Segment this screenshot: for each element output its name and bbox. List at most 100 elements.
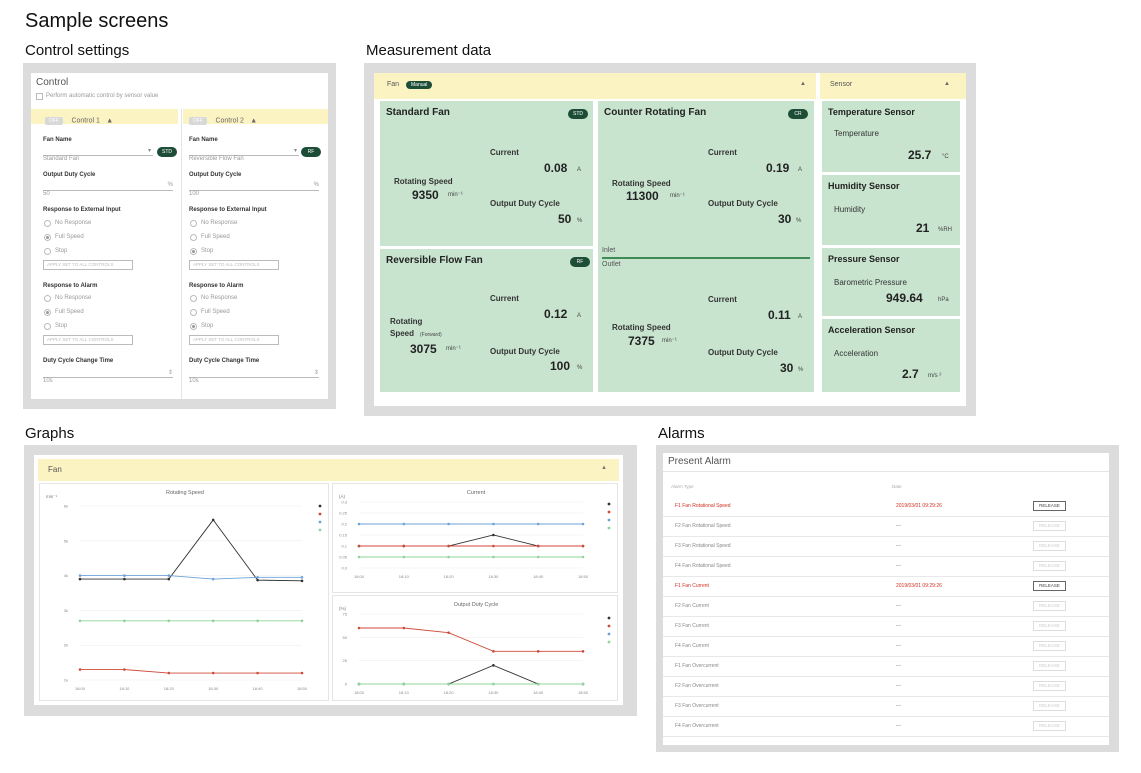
alarm-radio-stop[interactable]	[44, 323, 51, 330]
alarm-name: F1 Fan Rotational Speed	[675, 503, 731, 509]
release-button[interactable]: RELEASE	[1033, 521, 1066, 531]
data-point	[402, 555, 406, 559]
card-title: Pressure Sensor	[828, 254, 900, 264]
duty-value: 100	[189, 191, 200, 197]
alarm-name: F4 Fan Current	[675, 643, 709, 649]
sensor-label: Acceleration	[834, 349, 879, 358]
alarm-date: —	[896, 683, 901, 689]
ext-radio-stop[interactable]	[190, 248, 197, 255]
ext-option-label: No Response	[201, 220, 238, 226]
control-title: Control	[36, 77, 69, 88]
data-point	[78, 574, 82, 577]
change-time-select[interactable]: 10s ⇕	[43, 369, 173, 384]
sensor-section-header[interactable]: Sensor ▲	[820, 73, 966, 99]
y-axis-unit: (%)	[339, 606, 346, 611]
release-button[interactable]: RELEASE	[1033, 601, 1066, 611]
control-2-name: Control 2	[215, 117, 244, 125]
release-button[interactable]: RELEASE	[1033, 541, 1066, 551]
alarm-response-label: Response to Alarm	[43, 283, 98, 289]
x-tick-label: 18:00	[75, 686, 86, 691]
data-point	[167, 619, 171, 623]
fan-name-value: Reversible Flow Fan	[189, 156, 244, 162]
release-button[interactable]: RELEASE	[1033, 701, 1066, 711]
auto-control-checkbox[interactable]	[36, 93, 43, 100]
y-tick-label: 25	[343, 658, 348, 663]
alarm-radio-full-speed[interactable]	[190, 309, 197, 316]
release-button[interactable]: RELEASE	[1033, 661, 1066, 671]
release-button[interactable]: RELEASE	[1033, 721, 1066, 731]
control-2-tag: OFF	[189, 116, 207, 125]
release-button[interactable]: RELEASE	[1033, 501, 1066, 511]
apply-all-button[interactable]: APPLY SET TO ALL CONTROLS	[43, 260, 133, 270]
data-point	[123, 668, 126, 671]
alarm-option-label: No Response	[201, 295, 238, 301]
fan-graph-header[interactable]: Fan ▲	[38, 459, 619, 481]
sensor-label: Barometric Pressure	[834, 278, 907, 287]
alarm-name: F3 Fan Rotational Speed	[675, 543, 731, 549]
counter-rotating-fan-card: Counter Rotating Fan CR Current 0.19 A R…	[598, 101, 814, 392]
data-point	[536, 544, 540, 548]
alarm-option-label: Stop	[55, 323, 68, 329]
ext-radio-full-speed[interactable]	[190, 234, 197, 241]
apply-all-button[interactable]: APPLY SET TO ALL CONTROLS	[189, 260, 279, 270]
alarm-radio-no-response[interactable]	[190, 295, 197, 302]
legend-marker	[607, 616, 611, 620]
series-line	[80, 669, 302, 674]
chart-title: Rotating Speed	[166, 490, 204, 496]
alarm-radio-stop[interactable]	[190, 323, 197, 330]
fan-name-select[interactable]: Standard Fan ▾	[43, 147, 153, 162]
section-title-measurement: Measurement data	[366, 42, 492, 59]
duty-input[interactable]: 50 %	[43, 182, 173, 197]
alarm-date: —	[896, 663, 901, 669]
data-point	[492, 650, 495, 653]
external-input-label: Response to External Input	[189, 207, 267, 213]
release-button[interactable]: RELEASE	[1033, 681, 1066, 691]
fan-name-label: Fan Name	[189, 137, 218, 143]
duty-value: 50	[43, 191, 50, 197]
data-point	[357, 626, 361, 630]
release-button[interactable]: RELEASE	[1033, 621, 1066, 631]
ext-radio-no-response[interactable]	[44, 220, 51, 227]
current-unit: A	[577, 313, 582, 319]
alarm-radio-full-speed[interactable]	[44, 309, 51, 316]
apply-all-button[interactable]: APPLY SET TO ALL CONTROLS	[43, 335, 133, 345]
inlet-label: Inlet	[602, 247, 616, 254]
alarm-date: —	[896, 563, 901, 569]
ext-radio-full-speed[interactable]	[44, 234, 51, 241]
legend-marker	[607, 518, 611, 522]
legend-marker	[607, 526, 611, 530]
fan-section-header[interactable]: Fan Manual ▲	[374, 73, 816, 99]
control-2-header[interactable]: OFF Control 2 ▲	[183, 109, 328, 125]
alarm-option-label: Stop	[201, 323, 214, 329]
data-point	[581, 544, 585, 548]
y-tick-label: 0.1	[341, 544, 347, 549]
alarm-radio-no-response[interactable]	[44, 295, 51, 302]
current-label: Current	[490, 148, 519, 157]
duty-value: 50	[558, 212, 572, 226]
alarm-name: F1 Fan Overcurrent	[675, 663, 719, 669]
alarm-title: Present Alarm	[668, 456, 731, 467]
ext-radio-no-response[interactable]	[190, 220, 197, 227]
data-point	[581, 682, 585, 686]
outlet-duty-unit: %	[798, 367, 804, 373]
release-button[interactable]: RELEASE	[1033, 561, 1066, 571]
x-tick-label: 18:50	[578, 690, 589, 695]
external-input-label: Response to External Input	[43, 207, 121, 213]
ext-option-label: Full Speed	[201, 234, 230, 240]
fan-name-select[interactable]: Reversible Flow Fan ▾	[189, 147, 299, 162]
outlet-current-label: Current	[708, 295, 737, 304]
data-point	[536, 555, 540, 559]
ext-radio-stop[interactable]	[44, 248, 51, 255]
release-button[interactable]: RELEASE	[1033, 641, 1066, 651]
duty-input[interactable]: 100 %	[189, 182, 319, 197]
release-button[interactable]: RELEASE	[1033, 581, 1066, 591]
alarm-name: F4 Fan Rotational Speed	[675, 563, 731, 569]
section-title-control: Control settings	[25, 42, 130, 59]
control-1-header[interactable]: OFF Control 1 ▲	[31, 109, 178, 125]
fan-type-badge: RF	[301, 147, 321, 157]
duty-unit: %	[577, 365, 583, 371]
data-point	[492, 544, 495, 548]
apply-all-button[interactable]: APPLY SET TO ALL CONTROLS	[189, 335, 279, 345]
y-tick-label: 2k	[64, 643, 68, 648]
change-time-select[interactable]: 10s ⇕	[189, 369, 319, 384]
